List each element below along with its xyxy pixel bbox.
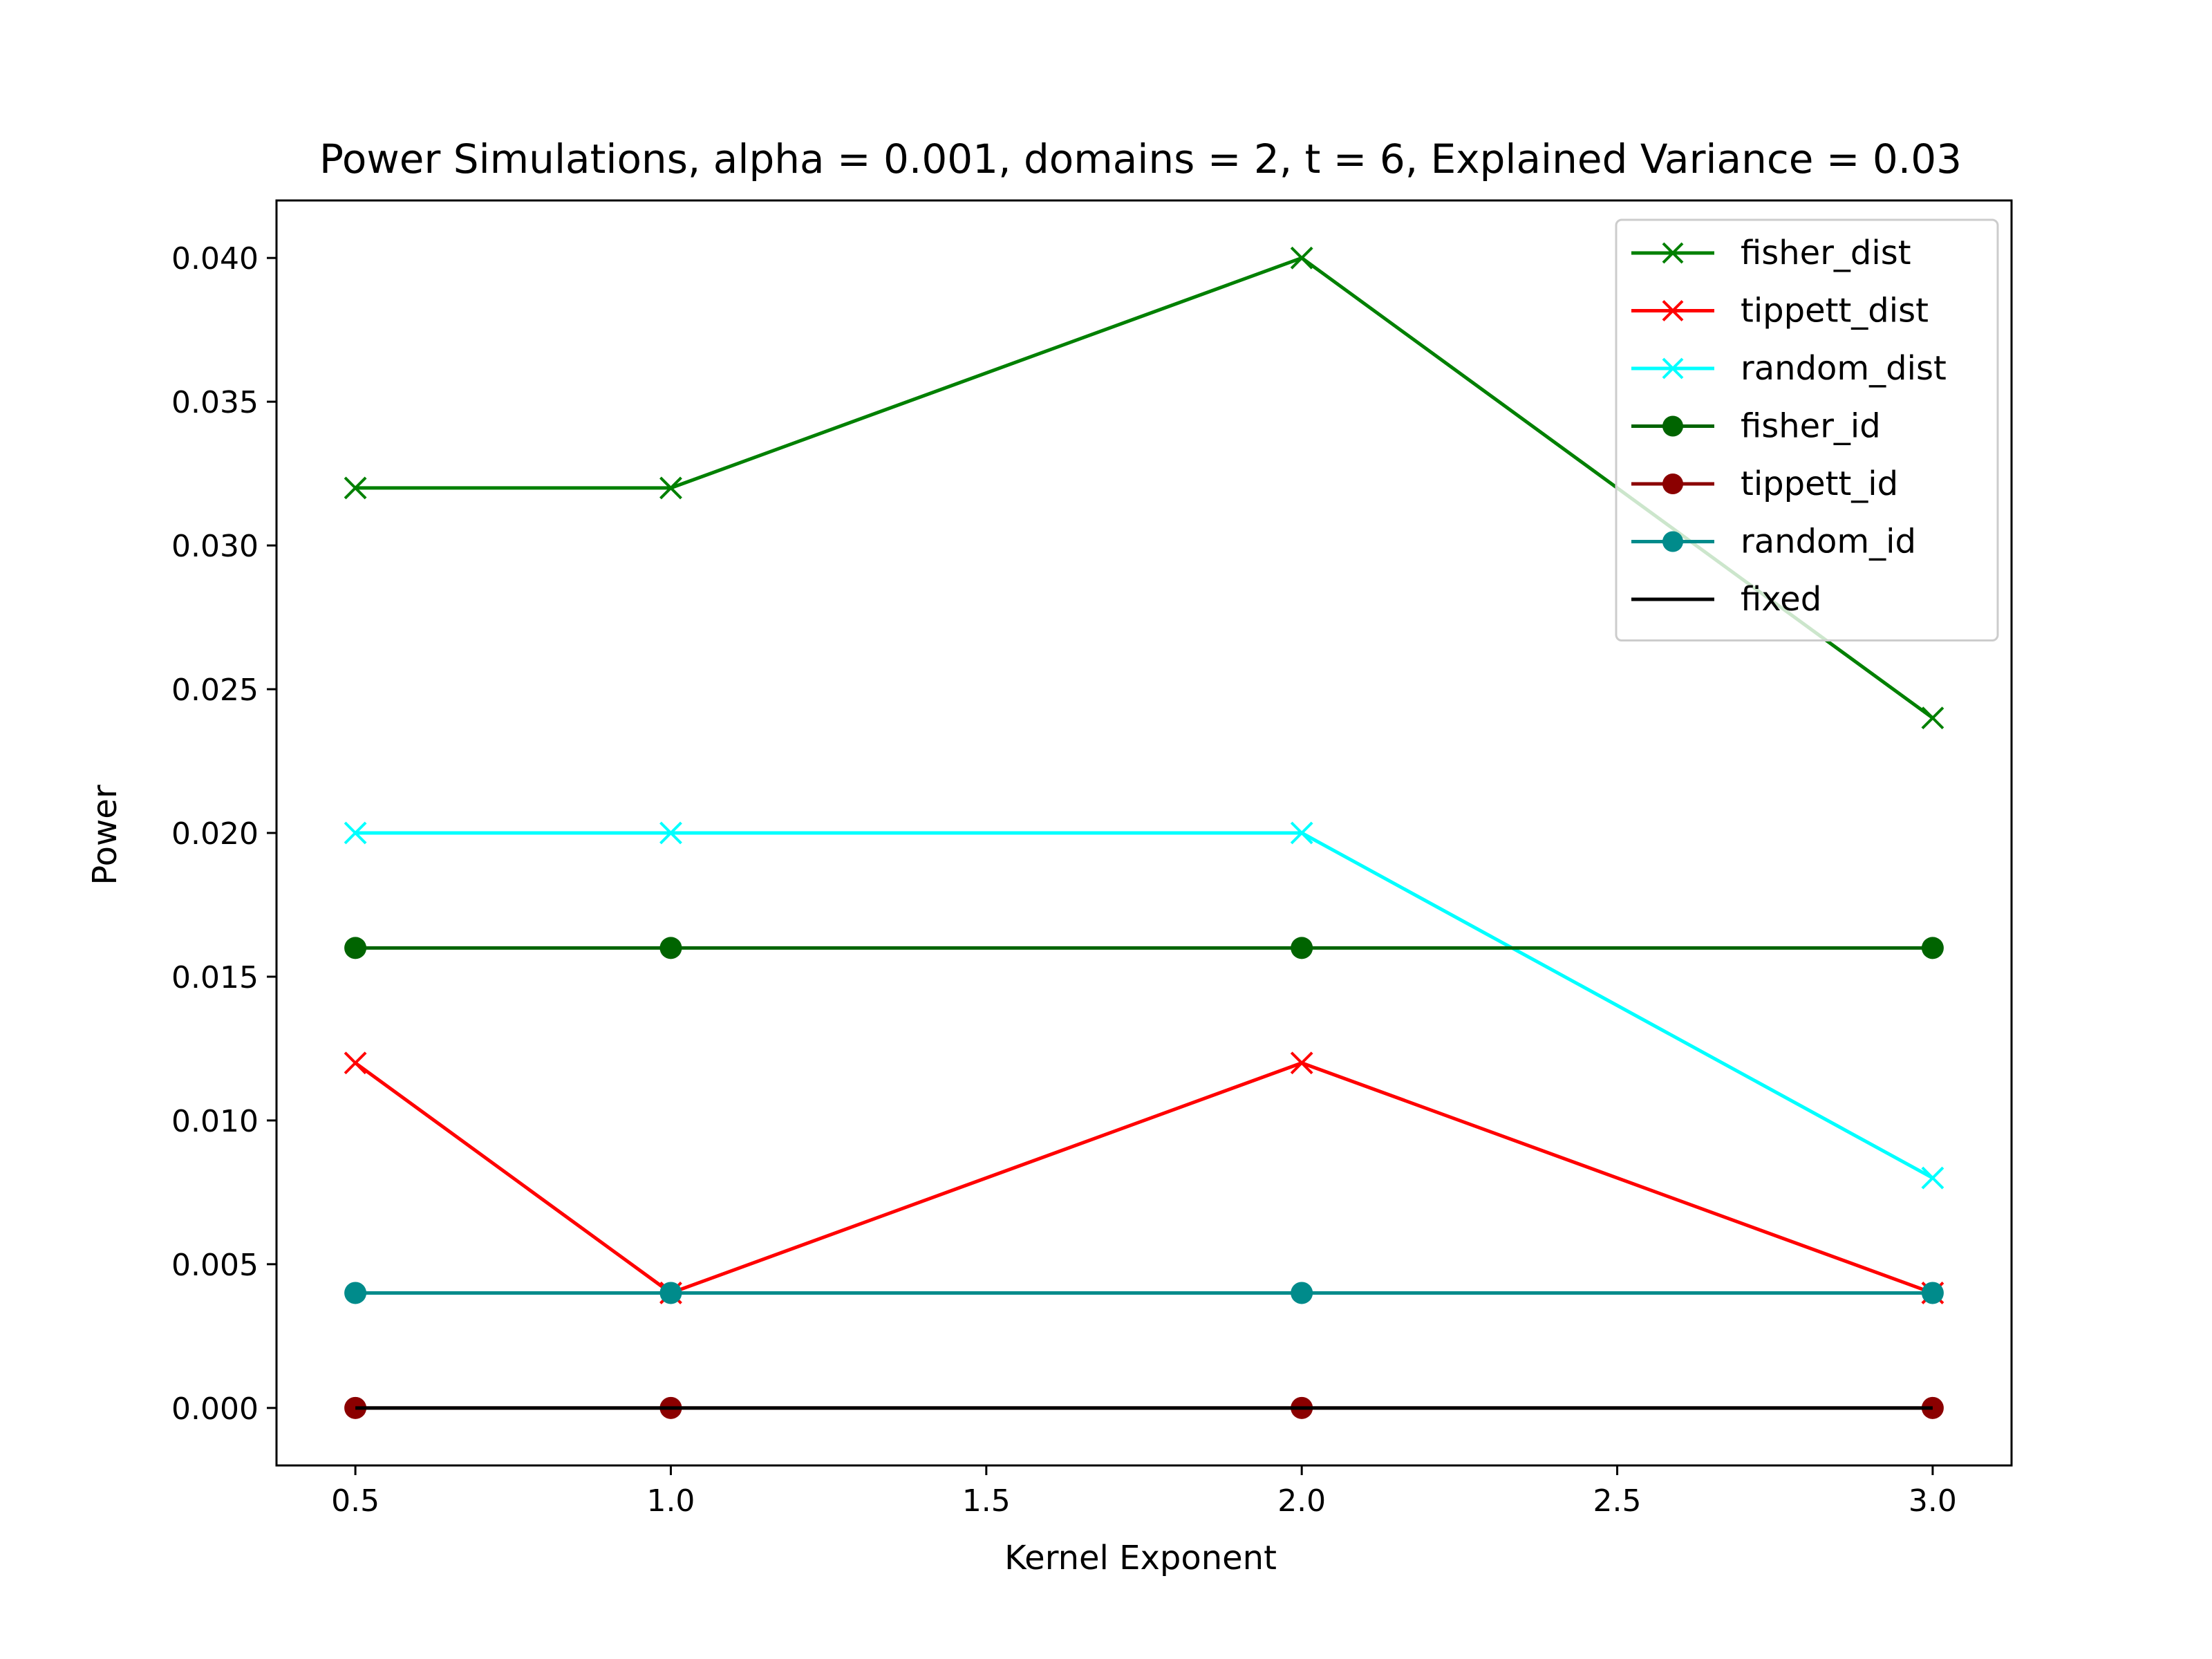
legend-label-fisher_id: fisher_id xyxy=(1741,407,1881,446)
legend-item-random_id: random_id xyxy=(1631,523,1916,561)
y-tick-label: 0.030 xyxy=(171,529,259,564)
y-axis: 0.000 0.005 0.010 0.015 0.020 0.025 0.030 0.035… xyxy=(171,241,276,1427)
legend-marker-fisher_dist xyxy=(1662,242,1684,264)
x-axis: 0.5 1.0 1.5 2.0 2.5 3.0 xyxy=(331,1465,1957,1519)
series-layer xyxy=(344,246,1944,1419)
x-tick-label: 0.5 xyxy=(331,1483,379,1519)
series-random_dist xyxy=(344,821,1944,1190)
data-point-tippett_dist xyxy=(1290,1051,1313,1075)
data-point-fisher_id xyxy=(344,937,367,959)
legend-item-fixed: fixed xyxy=(1631,580,1821,619)
legend-item-fisher_dist: fisher_dist xyxy=(1631,234,1911,272)
data-point-random_dist xyxy=(659,821,682,845)
legend-item-tippett_id: tippett_id xyxy=(1631,465,1898,503)
series-random_id xyxy=(344,1282,1944,1304)
data-point-fisher_id xyxy=(1921,937,1944,959)
y-tick-label: 0.040 xyxy=(171,241,259,276)
legend-box xyxy=(1615,218,1999,641)
legend-marker-random_dist xyxy=(1662,357,1684,379)
y-tick-label: 0.015 xyxy=(171,960,259,995)
x-tick-label: 2.5 xyxy=(1593,1483,1642,1519)
data-point-random_id xyxy=(1921,1282,1944,1304)
legend-item-fisher_id: fisher_id xyxy=(1631,407,1881,446)
legend-label-tippett_id: tippett_id xyxy=(1741,465,1898,503)
legend-label-random_id: random_id xyxy=(1741,523,1916,561)
series-fisher_id xyxy=(344,937,1944,959)
legend-marker-tippett_id xyxy=(1662,474,1683,494)
legend-marker-tippett_dist xyxy=(1662,300,1684,321)
data-point-fisher_id xyxy=(1291,937,1313,959)
x-axis-label: Kernel Exponent xyxy=(1004,1539,1277,1577)
data-point-fisher_dist xyxy=(659,476,682,500)
x-tick-label: 1.5 xyxy=(962,1483,1011,1519)
series-line-tippett_dist xyxy=(354,1061,1933,1295)
x-tick-label: 2.0 xyxy=(1277,1483,1326,1519)
chart-title: Power Simulations, alpha = 0.001, domain… xyxy=(319,135,1962,182)
data-point-tippett_dist xyxy=(344,1051,367,1075)
x-tick-label: 1.0 xyxy=(646,1483,695,1519)
legend-item-tippett_dist: tippett_dist xyxy=(1631,292,1929,330)
legend-label-random_dist: random_dist xyxy=(1741,349,1947,388)
legend-item-random_dist: random_dist xyxy=(1631,349,1947,388)
legend-label-fisher_dist: fisher_dist xyxy=(1741,234,1911,272)
data-point-random_dist xyxy=(1921,1166,1944,1190)
data-point-random_id xyxy=(1291,1282,1313,1304)
y-tick-label: 0.000 xyxy=(171,1391,259,1427)
data-point-fisher_dist xyxy=(344,476,367,500)
data-point-random_dist xyxy=(344,821,367,845)
data-point-fisher_id xyxy=(659,937,682,959)
x-tick-label: 3.0 xyxy=(1909,1483,1957,1519)
data-point-random_dist xyxy=(1290,821,1313,845)
y-tick-label: 0.020 xyxy=(171,816,259,852)
data-point-fisher_dist xyxy=(1921,706,1944,730)
y-tick-label: 0.025 xyxy=(171,673,259,708)
legend-label-fixed: fixed xyxy=(1741,580,1821,619)
legend-label-tippett_dist: tippett_dist xyxy=(1741,292,1929,330)
legend-marker-random_id xyxy=(1662,531,1683,552)
data-point-random_id xyxy=(344,1282,367,1304)
y-axis-label: Power xyxy=(86,785,124,885)
data-point-fisher_dist xyxy=(1290,246,1313,270)
legend-marker-fisher_id xyxy=(1662,415,1683,437)
y-tick-label: 0.035 xyxy=(171,385,259,420)
legend: fisher_dist tippett_dist random_distfisher… xyxy=(1615,218,1999,641)
y-tick-label: 0.005 xyxy=(171,1248,259,1283)
y-tick-label: 0.010 xyxy=(171,1104,259,1139)
series-line-random_dist xyxy=(355,831,1934,1180)
data-point-random_id xyxy=(659,1282,682,1304)
